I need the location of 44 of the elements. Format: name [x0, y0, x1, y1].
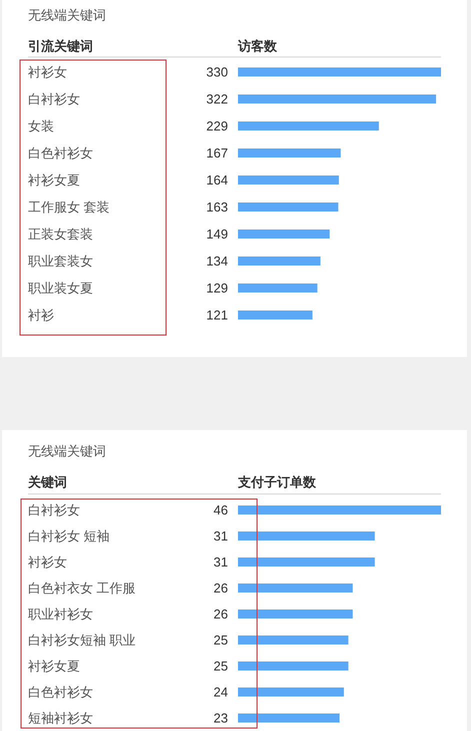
category-label: 白衬衫女: [28, 502, 80, 518]
data-label: 24: [214, 684, 228, 700]
category-label: 白色衬衫女: [28, 146, 93, 160]
category-label: 职业衬衫女: [28, 606, 93, 622]
category-label: 女装: [28, 118, 54, 134]
title: 无线端关键词: [28, 8, 106, 22]
category-label: 白衬衫女 短袖: [28, 528, 110, 544]
data-label: 23: [214, 710, 228, 726]
data-label: 31: [214, 528, 228, 544]
xlabel: 支付子订单数: [238, 474, 316, 490]
data-label: 31: [214, 554, 228, 570]
category-label: 衬衫女: [28, 554, 67, 570]
data-label: 129: [206, 280, 228, 296]
category-label: 短袖衬衫女: [28, 710, 93, 726]
data-label: 164: [206, 172, 228, 188]
category-label: 衬衫: [28, 308, 54, 322]
category-label: 正装女套装: [28, 226, 93, 242]
data-label: 26: [214, 580, 228, 596]
data-label: 26: [214, 606, 228, 622]
category-label: 衬衫女夏: [28, 658, 80, 674]
data-label: 25: [214, 658, 228, 674]
data-label: 163: [206, 200, 228, 214]
data-label: 121: [206, 308, 228, 322]
category-label: 白色衬衫女: [28, 684, 93, 700]
category-label: 衬衫女夏: [28, 172, 80, 188]
data-label: 322: [206, 92, 228, 106]
ylabel: 关键词: [28, 474, 67, 490]
category-label: 职业装女夏: [28, 280, 93, 296]
category-label: 白衬衫女短袖 职业: [28, 632, 136, 648]
data-label: 46: [214, 502, 228, 518]
title: 无线端关键词: [28, 444, 106, 458]
data-label: 25: [214, 632, 228, 648]
category-label: 职业套装女: [28, 254, 93, 268]
category-label: 白色衬衣女 工作服: [28, 580, 136, 596]
data-label: 134: [206, 254, 228, 268]
category-label: 白衬衫女: [28, 92, 80, 106]
data-label: 330: [206, 64, 228, 80]
ylabel: 引流关键词: [28, 38, 93, 54]
xlabel: 访客数: [238, 38, 277, 54]
category-label: 工作服女 套装: [28, 200, 110, 214]
data-label: 149: [206, 226, 228, 242]
data-label: 167: [206, 146, 228, 160]
category-label: 衬衫女: [28, 64, 67, 80]
data-label: 229: [206, 118, 228, 134]
